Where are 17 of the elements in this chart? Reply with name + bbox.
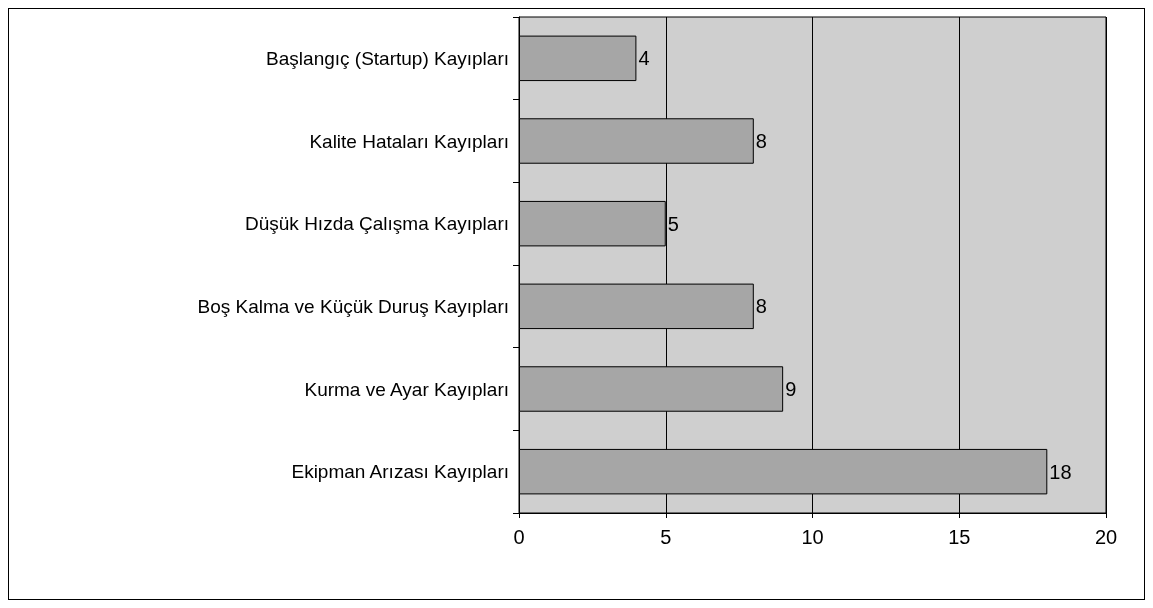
y-tick-label: Kurma ve Ayar Kayıpları	[304, 378, 509, 400]
data-label: 18	[1049, 460, 1072, 483]
data-label: 4	[638, 47, 650, 70]
y-tick-label: Ekipman Arızası Kayıpları	[291, 461, 509, 483]
x-tick-label: 0	[513, 526, 525, 548]
y-tick-label: Kalite Hataları Kayıpları	[309, 130, 509, 152]
data-label: 5	[667, 212, 679, 235]
data-label: 8	[755, 130, 767, 152]
data-label: 9	[785, 378, 797, 400]
y-tick-label: Boş Kalma ve Küçük Duruş Kayıpları	[197, 295, 509, 317]
y-tick-label: Başlangıç (Startup) Kayıpları	[266, 47, 509, 69]
x-tick-label: 5	[660, 526, 672, 548]
y-tick-label: Düşük Hızda Çalışma Kayıpları	[245, 213, 509, 235]
x-tick-label: 10	[801, 526, 824, 548]
data-label: 8	[755, 295, 767, 318]
x-tick-label: 15	[948, 526, 971, 548]
x-tick-label: 20	[1094, 526, 1118, 548]
